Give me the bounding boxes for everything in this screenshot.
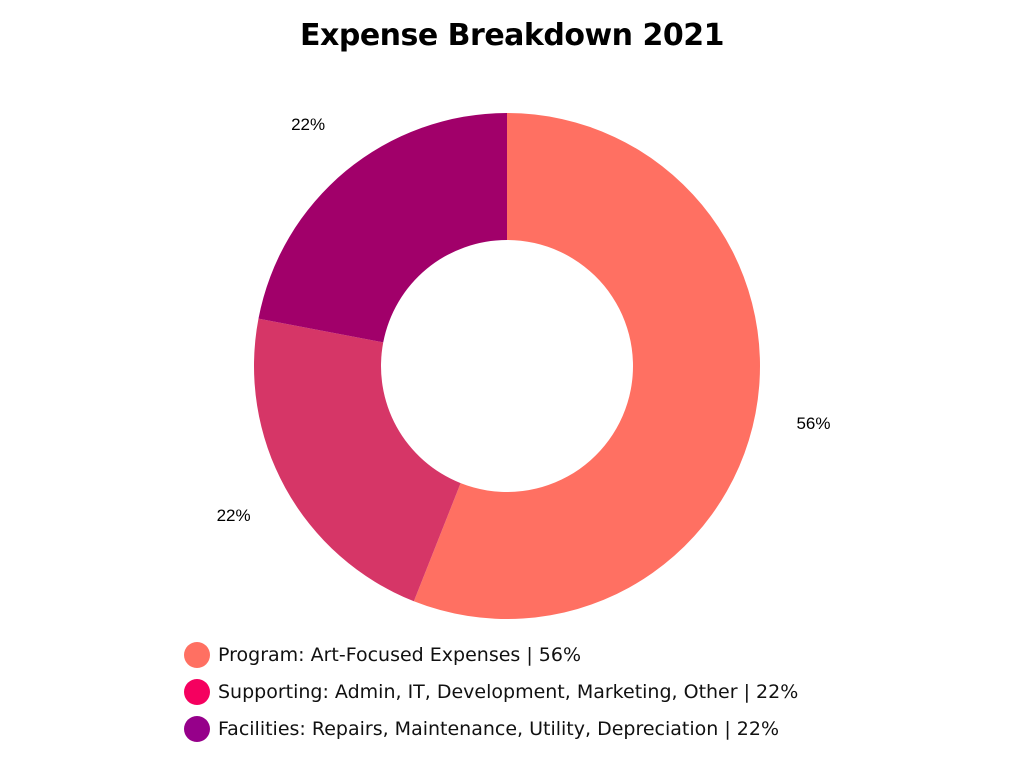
legend-swatch-supporting: [184, 678, 210, 705]
legend-swatch-facilities: [184, 715, 210, 742]
donut-chart: 56% 22% 22%: [217, 113, 830, 619]
chart-legend: Program: Art-Focused Expenses | 56% Supp…: [184, 636, 884, 747]
slice-label-facilities: 22%: [291, 115, 325, 134]
donut-slice-facilities: [258, 113, 507, 343]
chart-title: Expense Breakdown 2021: [300, 18, 724, 53]
donut-slice-supporting: [253, 318, 461, 602]
slice-label-supporting: 22%: [217, 506, 251, 525]
legend-label-facilities: Facilities: Repairs, Maintenance, Utilit…: [218, 717, 780, 740]
legend-item-supporting: Supporting: Admin, IT, Development, Mark…: [184, 673, 884, 710]
donut-slice-program: [413, 113, 760, 619]
legend-item-facilities: Facilities: Repairs, Maintenance, Utilit…: [184, 710, 884, 747]
slice-label-program: 56%: [796, 414, 830, 433]
legend-item-program: Program: Art-Focused Expenses | 56%: [184, 636, 884, 673]
legend-label-program: Program: Art-Focused Expenses | 56%: [218, 643, 582, 666]
legend-swatch-program: [184, 641, 210, 668]
legend-label-supporting: Supporting: Admin, IT, Development, Mark…: [218, 680, 799, 703]
